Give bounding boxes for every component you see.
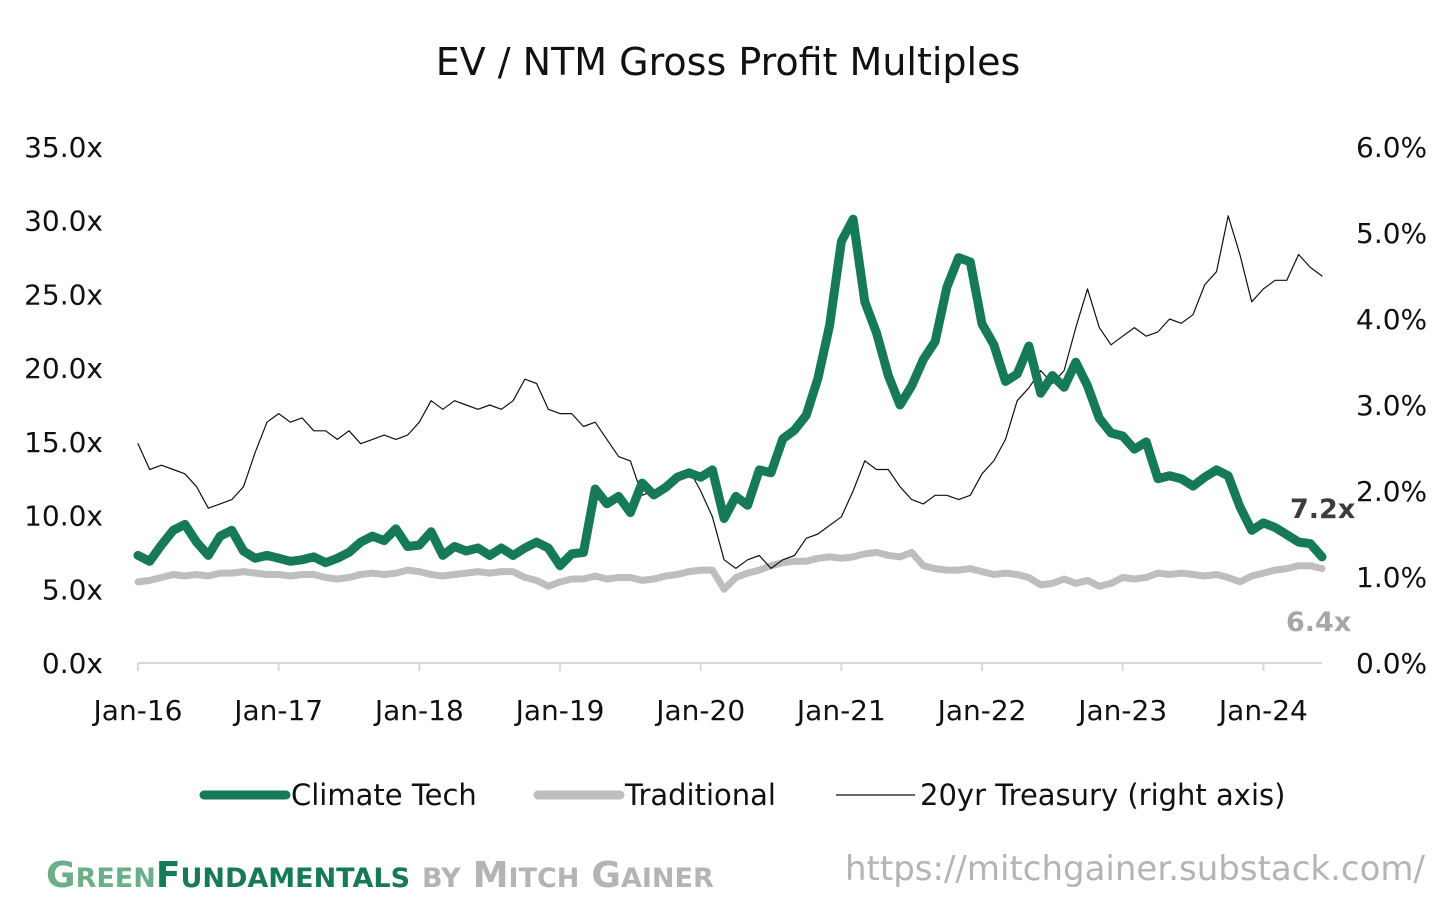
chart-title: EV / NTM Gross Profit Multiples bbox=[436, 40, 1021, 84]
plot-area bbox=[133, 214, 1327, 593]
legend-label-climate-tech: Climate Tech bbox=[291, 778, 477, 812]
y-axis-left: 0.0x 5.0x 10.0x 15.0x 20.0x 25.0x 30.0x 35.0x bbox=[24, 131, 103, 680]
y-left-tick-label: 25.0x bbox=[24, 278, 103, 311]
x-tick-label: Jan-19 bbox=[514, 694, 605, 727]
y-right-tick-label: 3.0% bbox=[1356, 389, 1427, 422]
legend-label-traditional: Traditional bbox=[624, 778, 776, 812]
y-right-tick-label: 1.0% bbox=[1356, 561, 1427, 594]
x-tick-label: Jan-21 bbox=[795, 694, 886, 727]
x-tick-label: Jan-17 bbox=[232, 694, 323, 727]
legend: Climate Tech Traditional 20yr Treasury (… bbox=[199, 778, 1285, 812]
y-left-tick-label: 5.0x bbox=[42, 573, 103, 606]
x-tick-label: Jan-24 bbox=[1217, 694, 1308, 727]
series-line-treasury bbox=[137, 215, 1323, 570]
end-label-traditional: 6.4x bbox=[1286, 607, 1351, 638]
y-left-tick-label: 15.0x bbox=[24, 426, 103, 459]
source-url[interactable]: https://mitchgainer.substack.com/ bbox=[845, 849, 1426, 889]
y-left-tick-label: 10.0x bbox=[24, 500, 103, 533]
y-right-tick-label: 4.0% bbox=[1356, 303, 1427, 336]
legend-label-treasury: 20yr Treasury (right axis) bbox=[920, 778, 1285, 812]
x-tick-label: Jan-20 bbox=[654, 694, 745, 727]
series-line-traditional bbox=[134, 548, 1326, 593]
y-left-tick-label: 0.0x bbox=[42, 647, 103, 680]
x-tick-label: Jan-18 bbox=[373, 694, 464, 727]
y-right-tick-label: 2.0% bbox=[1356, 475, 1427, 508]
y-left-tick-label: 20.0x bbox=[24, 352, 103, 385]
y-left-tick-label: 35.0x bbox=[24, 131, 103, 164]
series-line-climate-tech bbox=[133, 214, 1327, 571]
brand-logo: GREENFUNDAMENTALS BY MITCH GAINER bbox=[46, 855, 714, 896]
x-tick-label: Jan-22 bbox=[936, 694, 1027, 727]
y-right-tick-label: 0.0% bbox=[1356, 647, 1427, 680]
x-axis: Jan-16 Jan-17 Jan-18 Jan-19 Jan-20 Jan-21 Jan-… bbox=[92, 663, 1308, 727]
y-right-tick-label: 5.0% bbox=[1356, 217, 1427, 250]
x-tick-label: Jan-23 bbox=[1076, 694, 1167, 727]
y-left-tick-label: 30.0x bbox=[24, 205, 103, 238]
y-axis-right: 0.0% 1.0% 2.0% 3.0% 4.0% 5.0% 6.0% bbox=[1356, 131, 1427, 680]
x-tick-label: Jan-16 bbox=[92, 694, 183, 727]
end-label-climate-tech: 7.2x bbox=[1290, 494, 1355, 525]
y-right-tick-label: 6.0% bbox=[1356, 131, 1427, 164]
